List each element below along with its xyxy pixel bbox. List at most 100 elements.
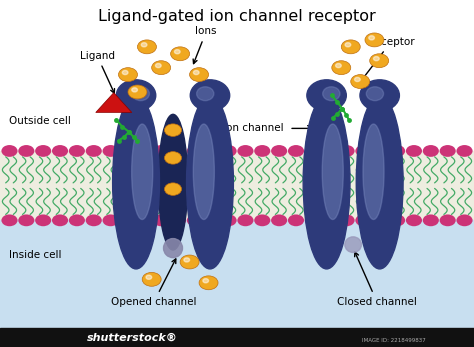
Circle shape — [174, 50, 180, 54]
Circle shape — [439, 214, 456, 226]
Circle shape — [341, 40, 360, 54]
Circle shape — [254, 145, 270, 157]
Ellipse shape — [345, 237, 361, 253]
Circle shape — [187, 214, 203, 226]
Text: Opened channel: Opened channel — [111, 259, 197, 307]
Circle shape — [128, 85, 147, 99]
Text: Outside cell: Outside cell — [9, 117, 72, 126]
Circle shape — [423, 214, 439, 226]
Ellipse shape — [187, 95, 233, 269]
Text: Inside cell: Inside cell — [9, 250, 62, 260]
Circle shape — [52, 145, 68, 157]
Circle shape — [199, 276, 218, 290]
Ellipse shape — [363, 124, 384, 219]
Circle shape — [389, 214, 405, 226]
Ellipse shape — [323, 87, 340, 101]
Circle shape — [122, 70, 128, 75]
Ellipse shape — [164, 239, 182, 257]
Circle shape — [355, 77, 360, 82]
Circle shape — [155, 64, 161, 68]
Circle shape — [153, 145, 169, 157]
Circle shape — [288, 145, 304, 157]
Circle shape — [86, 214, 102, 226]
Circle shape — [136, 145, 152, 157]
Circle shape — [220, 145, 237, 157]
Circle shape — [204, 145, 220, 157]
Circle shape — [119, 214, 136, 226]
Circle shape — [52, 214, 68, 226]
Circle shape — [389, 145, 405, 157]
Text: Ions: Ions — [193, 26, 217, 64]
Ellipse shape — [360, 80, 400, 111]
Text: Ion channel: Ion channel — [223, 124, 284, 133]
Circle shape — [336, 64, 341, 68]
Circle shape — [136, 214, 152, 226]
Circle shape — [164, 183, 182, 195]
Circle shape — [322, 145, 338, 157]
Text: IMAGE ID: 2218499837: IMAGE ID: 2218499837 — [362, 338, 425, 343]
Text: Receptor: Receptor — [361, 37, 414, 82]
Circle shape — [338, 145, 355, 157]
Circle shape — [119, 145, 136, 157]
Circle shape — [356, 145, 372, 157]
Circle shape — [338, 214, 355, 226]
Ellipse shape — [132, 87, 149, 101]
Circle shape — [423, 145, 439, 157]
Circle shape — [102, 145, 118, 157]
Circle shape — [271, 214, 287, 226]
Ellipse shape — [322, 124, 343, 219]
Circle shape — [439, 145, 456, 157]
Circle shape — [187, 145, 203, 157]
Bar — [0, 220, 474, 330]
Circle shape — [356, 214, 372, 226]
Circle shape — [369, 36, 374, 40]
Circle shape — [102, 214, 118, 226]
Circle shape — [180, 255, 199, 269]
Circle shape — [35, 145, 51, 157]
Ellipse shape — [366, 87, 383, 101]
Circle shape — [18, 214, 35, 226]
Circle shape — [372, 145, 388, 157]
Circle shape — [141, 43, 147, 47]
Ellipse shape — [356, 95, 403, 269]
Circle shape — [288, 214, 304, 226]
Polygon shape — [96, 93, 132, 112]
Circle shape — [254, 214, 270, 226]
Ellipse shape — [113, 95, 159, 269]
Ellipse shape — [303, 95, 350, 269]
Circle shape — [374, 57, 379, 61]
Circle shape — [305, 214, 321, 226]
Circle shape — [271, 145, 287, 157]
Ellipse shape — [158, 115, 188, 250]
Circle shape — [164, 124, 182, 136]
Circle shape — [118, 68, 137, 82]
Circle shape — [170, 214, 186, 226]
Circle shape — [132, 88, 137, 92]
Text: Closed channel: Closed channel — [337, 252, 417, 307]
Circle shape — [171, 47, 190, 61]
Ellipse shape — [116, 80, 156, 111]
Circle shape — [193, 70, 199, 75]
Circle shape — [203, 279, 209, 283]
Circle shape — [204, 214, 220, 226]
Circle shape — [86, 145, 102, 157]
Circle shape — [1, 214, 18, 226]
Circle shape — [406, 145, 422, 157]
Circle shape — [142, 272, 161, 286]
Circle shape — [370, 54, 389, 68]
Ellipse shape — [132, 124, 153, 219]
Circle shape — [372, 214, 388, 226]
Circle shape — [456, 214, 473, 226]
Circle shape — [456, 145, 473, 157]
Circle shape — [365, 33, 384, 47]
Text: shutterstock®: shutterstock® — [87, 332, 178, 342]
Circle shape — [137, 40, 156, 54]
Circle shape — [237, 145, 254, 157]
Circle shape — [345, 43, 351, 47]
Circle shape — [332, 61, 351, 75]
Ellipse shape — [307, 80, 346, 111]
Circle shape — [153, 214, 169, 226]
Text: Ligand-gated ion channel receptor: Ligand-gated ion channel receptor — [98, 9, 376, 24]
Circle shape — [190, 68, 209, 82]
Bar — [0, 0, 474, 151]
